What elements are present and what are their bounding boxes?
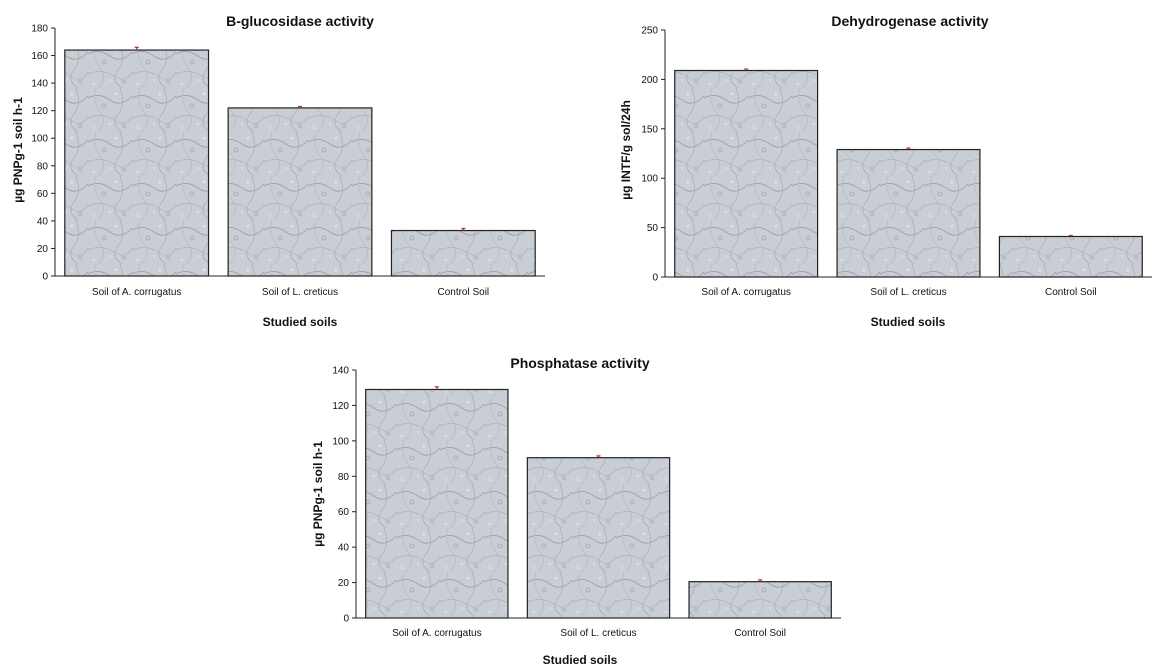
x-axis-label: Studied soils	[871, 315, 946, 329]
y-tick-label: 80	[338, 472, 350, 483]
y-tick-label: 60	[338, 507, 350, 518]
bars	[674, 69, 1143, 278]
y-tick-label: 0	[652, 273, 658, 284]
category-label: Control Soil	[734, 628, 786, 639]
bars	[64, 49, 536, 277]
y-axis-label: µg INTF/g sol/24h	[619, 100, 633, 200]
bar	[227, 107, 373, 277]
category-label: Control Soil	[437, 287, 489, 298]
y-tick-label: 180	[31, 24, 48, 35]
error-bars	[744, 68, 1073, 237]
category-labels: Soil of A. corrugatus Soil of L. creticus…	[392, 628, 786, 639]
y-tick-label: 250	[641, 26, 658, 37]
x-axis-label: Studied soils	[263, 315, 338, 329]
bar	[64, 49, 210, 277]
y-tick-label: 0	[343, 614, 349, 625]
chart-dehydrogenase: Dehydrogenase activity µg INTF/g sol/24h…	[619, 13, 1152, 329]
chart-title: Dehydrogenase activity	[831, 13, 988, 29]
y-ticks: 0 20 40 60 80 100 120 140 160 180	[31, 24, 55, 283]
bar	[688, 581, 832, 619]
bar	[526, 457, 671, 619]
y-tick-label: 100	[332, 436, 349, 447]
y-tick-label: 200	[641, 75, 658, 86]
y-tick-label: 140	[332, 366, 349, 377]
y-tick-label: 100	[641, 174, 658, 185]
y-tick-label: 140	[31, 79, 48, 90]
y-tick-label: 160	[31, 51, 48, 62]
category-labels: Soil of A. corrugatus Soil of L. creticus…	[701, 287, 1096, 298]
error-bars	[134, 46, 466, 231]
x-axis-label: Studied soils	[543, 653, 618, 667]
y-tick-label: 40	[338, 543, 350, 554]
y-tick-label: 150	[641, 124, 658, 135]
y-tick-label: 20	[37, 244, 49, 255]
y-tick-label: 40	[37, 216, 49, 227]
y-tick-label: 60	[37, 189, 49, 200]
bar	[365, 388, 509, 619]
y-tick-label: 80	[37, 161, 49, 172]
category-label: Soil of A. corrugatus	[392, 628, 482, 639]
category-label: Soil of L. creticus	[560, 628, 636, 639]
bars	[365, 388, 832, 619]
bar	[390, 229, 536, 277]
y-axis-label: µg PNPg-1 soil h-1	[311, 441, 325, 547]
chart-b-glucosidase: B-glucosidase activity µg PNPg-1 soil h-…	[11, 13, 545, 329]
chart-phosphatase: Phosphatase activity µg PNPg-1 soil h-1 …	[311, 355, 841, 667]
bar	[836, 148, 981, 278]
y-tick-label: 20	[338, 578, 350, 589]
y-ticks: 0 50 100 150 200 250	[641, 26, 665, 284]
y-tick-label: 120	[332, 401, 349, 412]
bar	[998, 235, 1143, 278]
y-tick-label: 0	[42, 272, 48, 283]
y-tick-label: 100	[31, 134, 48, 145]
category-label: Soil of L. creticus	[262, 287, 338, 298]
y-tick-label: 50	[647, 223, 659, 234]
y-ticks: 0 20 40 60 80 100 120 140	[332, 366, 356, 625]
category-label: Control Soil	[1045, 287, 1097, 298]
y-tick-label: 120	[31, 106, 48, 117]
chart-title: B-glucosidase activity	[226, 13, 374, 29]
category-label: Soil of A. corrugatus	[701, 287, 791, 298]
chart-title: Phosphatase activity	[510, 355, 649, 371]
category-label: Soil of L. creticus	[870, 287, 946, 298]
y-axis-label: µg PNPg-1 soil h-1	[11, 97, 25, 203]
bar	[674, 69, 819, 278]
error-bars	[434, 386, 763, 582]
category-label: Soil of A. corrugatus	[92, 287, 182, 298]
category-labels: Soil of A. corrugatus Soil of L. creticus…	[92, 287, 489, 298]
